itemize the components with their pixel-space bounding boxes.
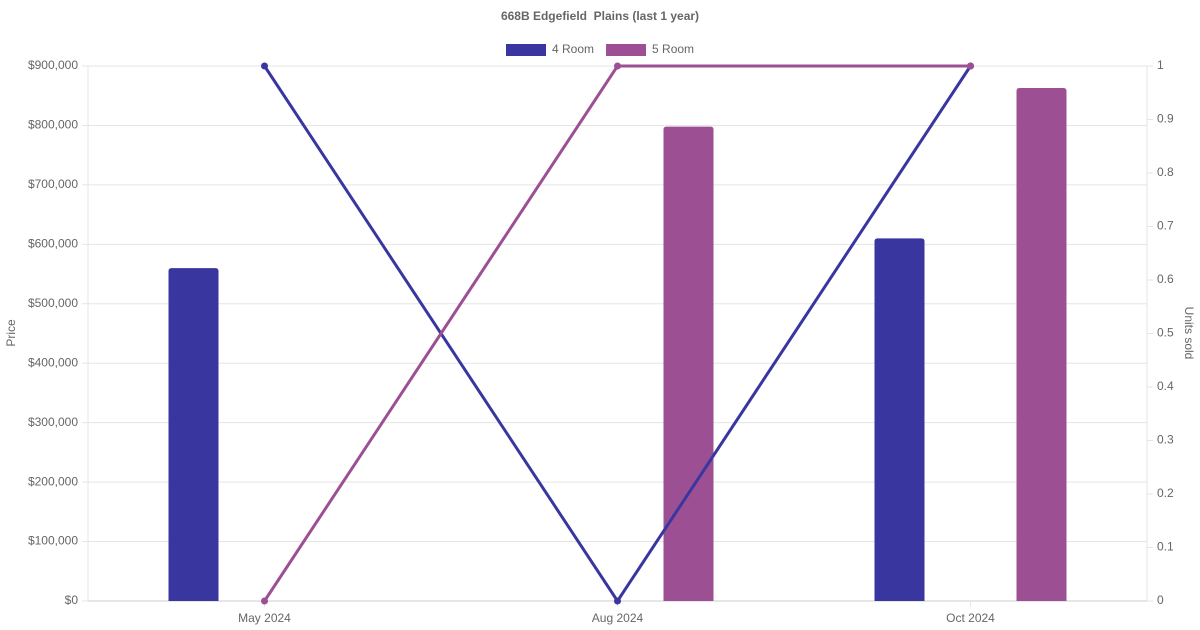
legend-label: 5 Room [652, 42, 694, 56]
bar [1016, 87, 1067, 601]
line [263, 65, 972, 604]
y-axis-label: Price [4, 319, 18, 347]
y2-tick-label: 0.6 [1157, 272, 1174, 286]
y2-tick-label: 0.8 [1157, 165, 1174, 179]
legend-swatch [606, 44, 647, 56]
line [263, 64, 971, 602]
y2-tick-label: 0.1 [1157, 540, 1174, 554]
y2-tick-label: 0.5 [1157, 326, 1174, 340]
y-tick-label: $600,000 [28, 237, 78, 251]
x-tick-label: Aug 2024 [592, 611, 644, 625]
x-tick-label: May 2024 [238, 611, 291, 625]
line-point [261, 597, 268, 605]
y2-tick-label: 0.9 [1157, 112, 1174, 126]
bar [168, 268, 219, 601]
y-tick-label: $900,000 [28, 58, 78, 72]
y-tick-label: $0 [65, 593, 79, 607]
y2-tick-label: 0.7 [1157, 219, 1174, 233]
y-tick-label: $800,000 [28, 118, 78, 132]
legend-swatch [506, 44, 546, 56]
y2-tick-label: 0.2 [1157, 486, 1174, 500]
y-tick-label: $300,000 [28, 415, 78, 429]
y-tick-label: $200,000 [28, 474, 78, 488]
y2-axis-label: Units sold [1182, 307, 1196, 360]
line-point [614, 62, 621, 70]
chart-title: 668B Edgefield Plains (last 1 year) [501, 9, 699, 23]
y2-tick-label: 0.4 [1157, 379, 1174, 393]
y2-tick-label: 0.3 [1157, 433, 1174, 447]
x-tick-label: Oct 2024 [946, 611, 995, 625]
line-point [967, 62, 974, 70]
line-point [261, 62, 268, 70]
y-tick-label: $700,000 [28, 177, 78, 191]
y2-tick-label: 1 [1157, 58, 1164, 72]
legend-label: 4 Room [552, 42, 594, 56]
y-tick-label: $400,000 [28, 355, 78, 369]
y2-tick-label: 0 [1157, 593, 1164, 607]
line-point [614, 597, 621, 605]
y-tick-label: $100,000 [28, 534, 78, 548]
y-tick-label: $500,000 [28, 296, 78, 310]
bar [663, 126, 714, 601]
bar [874, 238, 925, 601]
